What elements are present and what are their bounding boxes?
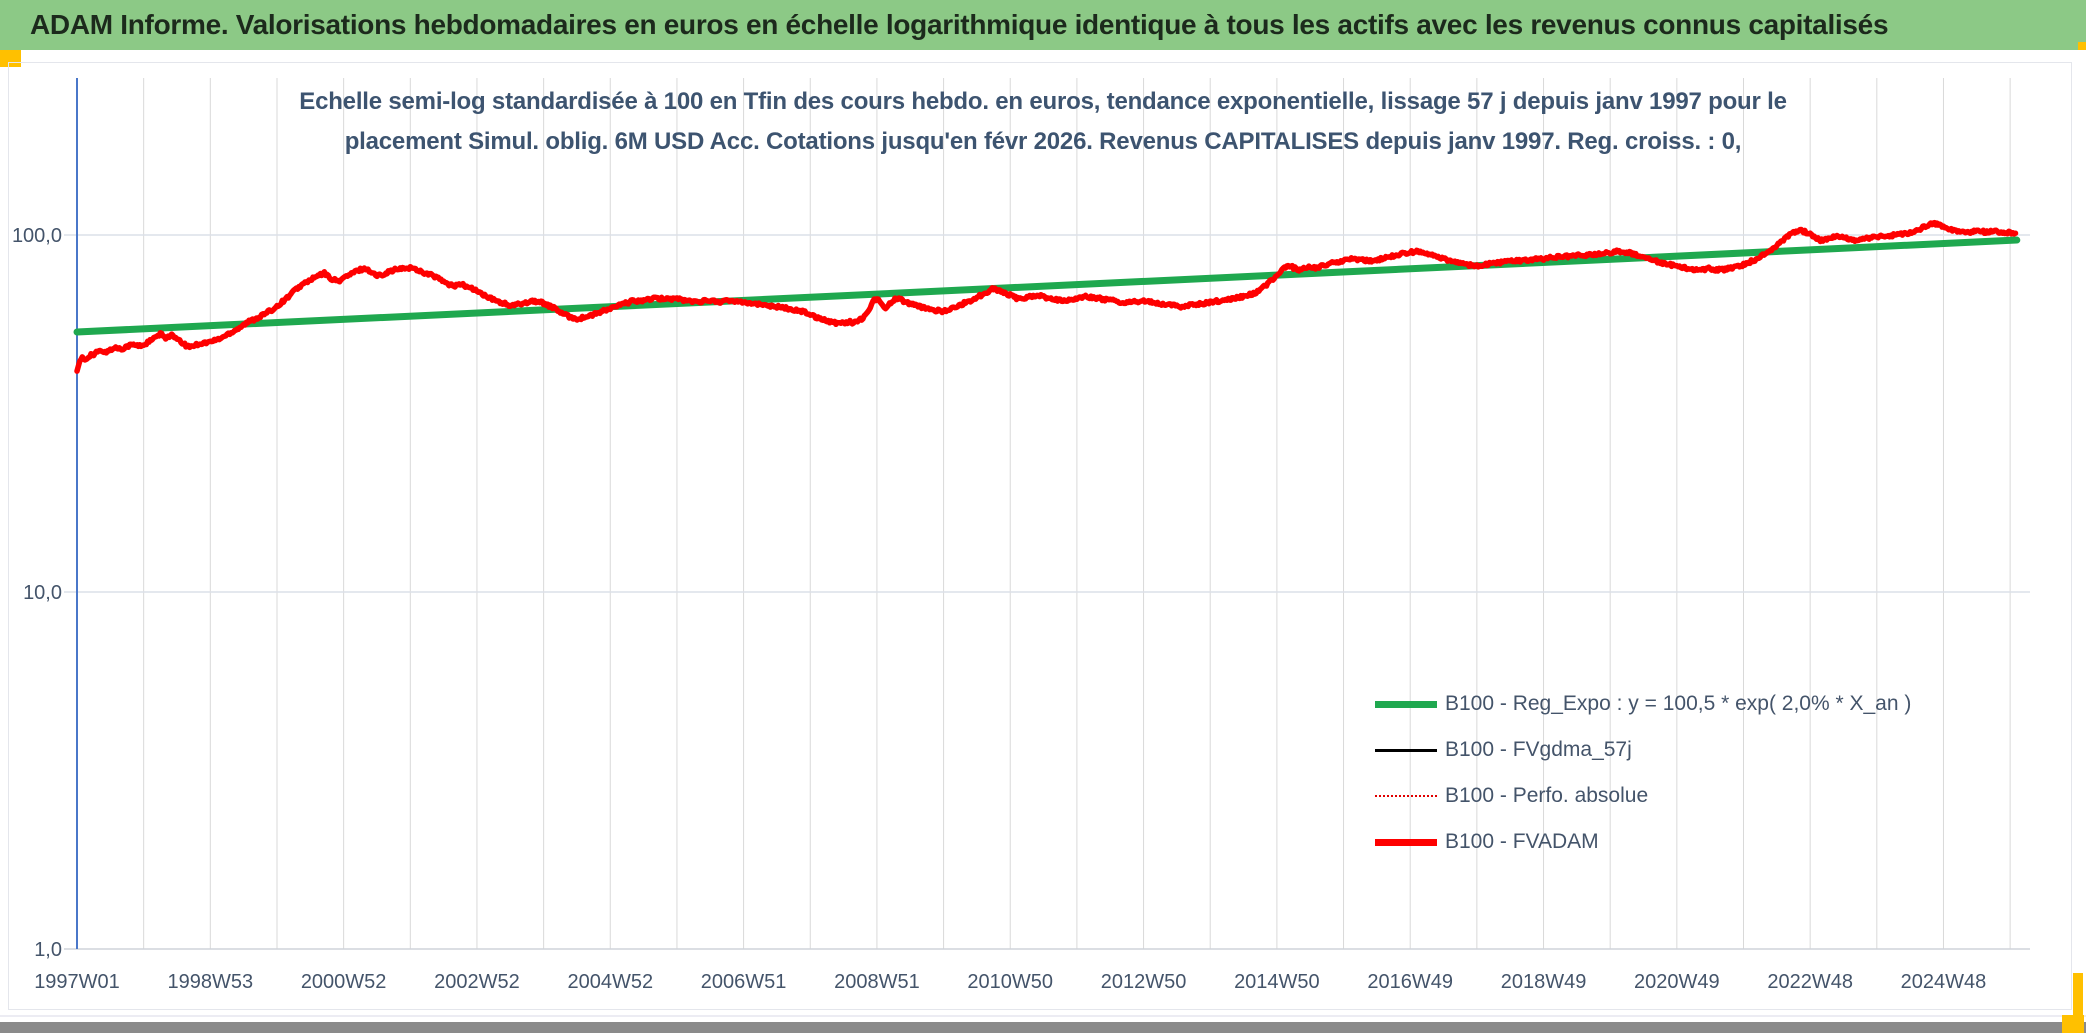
x-axis-tick-label: 2008W51 <box>834 971 920 993</box>
legend-label: B100 - FVADAM <box>1445 830 1599 853</box>
chart-area-border <box>8 62 2072 1010</box>
bottom-gray-bar <box>0 1022 2086 1033</box>
trend-line-swatch <box>1375 700 1437 708</box>
legend-label: B100 - Perfo. absolue <box>1445 784 1649 807</box>
black-line-swatch <box>1375 748 1437 752</box>
report-title-banner: ADAM Informe. Valorisations hebdomadaire… <box>0 0 2086 50</box>
x-axis-tick-label: 2012W50 <box>1101 971 1187 993</box>
x-axis-tick-label: 2010W50 <box>967 971 1053 993</box>
legend-row-reg-expo: B100 - Reg_Expo : y = 100,5 * exp( 2,0% … <box>1375 681 1911 727</box>
accent-square-bottom-right <box>2062 1015 2084 1033</box>
x-axis-tick-label: 1998W53 <box>168 971 254 993</box>
chart-title: Echelle semi-log standardisée à 100 en T… <box>0 82 2086 162</box>
x-axis-tick-label: 2016W49 <box>1367 971 1453 993</box>
x-axis-tick-label: 2004W52 <box>567 971 653 993</box>
chart-title-line2: placement Simul. oblig. 6M USD Acc. Cota… <box>344 128 1742 155</box>
report-title: ADAM Informe. Valorisations hebdomadaire… <box>30 9 1889 40</box>
bottom-divider <box>0 1015 2086 1017</box>
legend-label: B100 - FVgdma_57j <box>1445 738 1632 761</box>
x-axis-tick-label: 1997W01 <box>34 971 120 993</box>
x-axis-tick-label: 2006W51 <box>701 971 787 993</box>
x-axis-tick-label: 2024W48 <box>1901 971 1987 993</box>
x-axis-tick-label: 2002W52 <box>434 971 520 993</box>
legend-label: B100 - Reg_Expo : y = 100,5 * exp( 2,0% … <box>1445 692 1912 715</box>
x-axis-tick-label: 2018W49 <box>1501 971 1587 993</box>
trend-line-series <box>73 236 2021 336</box>
y-axis-tick-label: 10,0 <box>23 582 62 604</box>
y-axis-tick-label: 100,0 <box>12 225 62 247</box>
legend-row-fvadam: B100 - FVADAM <box>1375 819 1911 865</box>
y-axis-tick-label: 1,0 <box>34 939 62 961</box>
legend-row-perfo-absolue: B100 - Perfo. absolue <box>1375 773 1911 819</box>
x-axis-tick-label: 2000W52 <box>301 971 387 993</box>
series-b100-fvadam <box>74 219 2019 374</box>
chart-legend: B100 - Reg_Expo : y = 100,5 * exp( 2,0% … <box>1375 681 1911 865</box>
x-axis-tick-label: 2022W48 <box>1767 971 1853 993</box>
dotted-line-swatch <box>1375 795 1437 797</box>
legend-row-fvgdma: B100 - FVgdma_57j <box>1375 727 1911 773</box>
x-axis-tick-label: 2014W50 <box>1234 971 1320 993</box>
chart-title-line1: Echelle semi-log standardisée à 100 en T… <box>299 88 1787 115</box>
accent-square-top-right <box>2078 42 2086 50</box>
red-line-swatch <box>1375 838 1437 846</box>
x-axis-tick-label: 2020W49 <box>1634 971 1720 993</box>
accent-strip-bottom-right <box>2073 973 2083 1020</box>
